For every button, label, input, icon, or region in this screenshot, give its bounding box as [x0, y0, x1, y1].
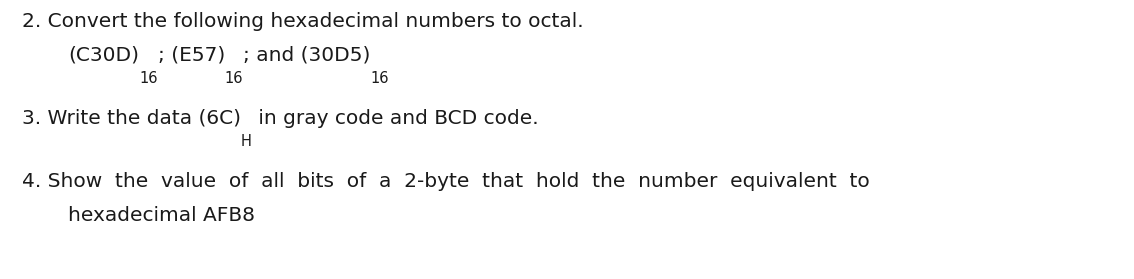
Text: 2. Convert the following hexadecimal numbers to octal.: 2. Convert the following hexadecimal num…	[22, 12, 584, 31]
Text: 16: 16	[371, 71, 389, 86]
Text: H: H	[242, 134, 252, 149]
Text: 3. Write the data (6C): 3. Write the data (6C)	[22, 109, 242, 128]
Text: ; and (30D5): ; and (30D5)	[244, 46, 371, 65]
Text: in gray code and BCD code.: in gray code and BCD code.	[252, 109, 539, 128]
Text: 16: 16	[225, 71, 244, 86]
Text: 4. Show  the  value  of  all  bits  of  a  2-byte  that  hold  the  number  equi: 4. Show the value of all bits of a 2-byt…	[22, 172, 870, 191]
Text: ; (E57): ; (E57)	[158, 46, 225, 65]
Text: (C30D): (C30D)	[68, 46, 139, 65]
Text: hexadecimal AFB8: hexadecimal AFB8	[68, 206, 255, 225]
Text: 16: 16	[139, 71, 158, 86]
